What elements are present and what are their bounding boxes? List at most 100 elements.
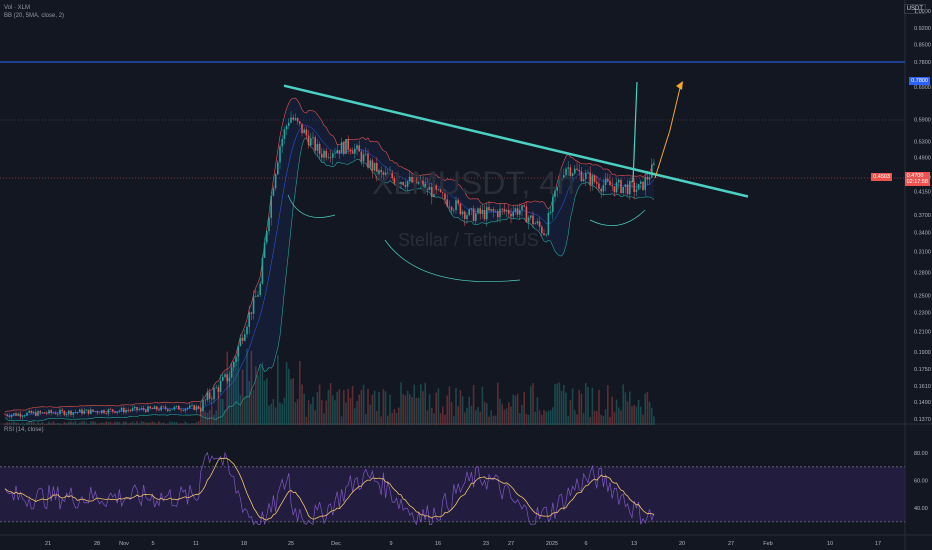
candle-body (226, 374, 228, 382)
rsi-tick-label: 40.00 (914, 506, 928, 512)
candle-body (598, 183, 600, 189)
candle-body (571, 173, 574, 176)
price-tick-label: 0.8500 (914, 42, 931, 48)
candle-body (87, 409, 90, 414)
candle-body (453, 210, 455, 211)
candle-body (455, 200, 457, 211)
candle-body (479, 208, 481, 214)
handle-arc (589, 209, 646, 226)
candle-body (303, 129, 305, 134)
candle-body (501, 208, 503, 210)
candle-body (52, 412, 55, 414)
candle-body (325, 150, 327, 158)
volume-bar (138, 423, 140, 425)
candle-body (510, 213, 512, 217)
candle-body (290, 117, 292, 123)
candle-body (596, 181, 598, 184)
volume-bar (307, 400, 310, 425)
price-tick-label: 0.3400 (914, 230, 931, 236)
candle-body (646, 176, 649, 180)
candle-body (450, 207, 453, 211)
volume-bar (310, 404, 312, 425)
candle-body (125, 410, 127, 413)
candle-body (475, 213, 477, 221)
volume-bar (54, 423, 57, 425)
volume-bar (409, 394, 411, 425)
volume-bar (620, 410, 622, 425)
candle-body (217, 387, 220, 392)
price-tick-label: 0.3100 (914, 249, 931, 255)
candle-body (307, 135, 310, 146)
candle-body (422, 180, 424, 189)
candle-body (426, 183, 429, 191)
candle-body (442, 192, 444, 193)
candle-body (565, 168, 567, 176)
candle-body (246, 326, 248, 335)
volume-bar (442, 406, 444, 425)
candle-body (239, 337, 242, 346)
volume-bar (162, 422, 165, 425)
candle-body (387, 172, 389, 175)
volume-bar (574, 410, 576, 425)
volume-bar (618, 407, 620, 425)
candle-body (109, 409, 112, 410)
candle-body (431, 186, 433, 197)
candle-body (103, 410, 105, 414)
price-tick-label: 0.3700 (914, 213, 931, 219)
volume-bar (48, 421, 50, 425)
volume-bar (332, 395, 334, 425)
time-tick-label: Nov (119, 541, 129, 547)
time-tick-label: 2025 (546, 541, 558, 547)
candle-body (402, 182, 404, 185)
last-price-badge: 0.4700 02:17:58 (904, 172, 930, 186)
volume-bar (30, 421, 33, 425)
candle-body (266, 231, 268, 243)
volume-bar (426, 410, 429, 425)
candle-body (622, 186, 624, 194)
volume-bar (448, 386, 451, 425)
candle-body (116, 411, 118, 413)
candle-body (378, 170, 380, 175)
volume-bar (50, 423, 52, 425)
candle-body (259, 283, 261, 296)
cup-arc (384, 239, 521, 283)
candle-body (382, 172, 385, 175)
candle-body (538, 221, 541, 227)
candle-body (560, 178, 563, 180)
volume-bar (422, 391, 424, 425)
candle-body (530, 215, 532, 218)
candle-body (444, 192, 446, 200)
volume-bar (279, 402, 281, 425)
volume-bar (28, 421, 30, 425)
volume-bar (90, 421, 92, 425)
volume-bar (343, 389, 345, 425)
candle-body (642, 181, 644, 190)
volume-bar (376, 410, 378, 425)
rsi-tick-label: 60.00 (914, 479, 928, 485)
volume-bar (268, 405, 270, 425)
volume-bar (120, 423, 123, 425)
volume-bar (136, 421, 138, 425)
volume-bar (323, 413, 325, 425)
candle-body (376, 162, 378, 175)
volume-bar (63, 421, 66, 425)
candle-body (648, 177, 651, 180)
candle-body (497, 211, 499, 218)
currency-button[interactable]: USDT (903, 4, 926, 14)
candle-body (391, 173, 393, 179)
volume-bar (259, 366, 261, 425)
volume-bar (200, 407, 202, 425)
candle-body (158, 409, 160, 411)
candle-body (274, 174, 277, 189)
volume-bar (94, 421, 96, 425)
volume-bar (68, 421, 70, 425)
volume-bar (228, 373, 231, 425)
volume-bar (547, 410, 550, 425)
candle-body (340, 142, 343, 154)
candle-body (296, 118, 299, 122)
volume-bar (195, 422, 198, 425)
volume-bar (356, 401, 358, 425)
volume-bar (118, 421, 121, 425)
volume-bar (365, 414, 367, 425)
